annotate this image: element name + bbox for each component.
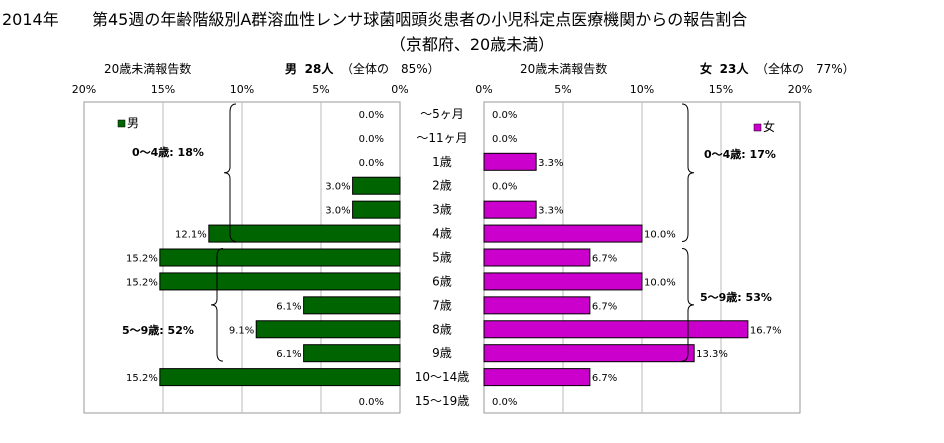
title-text: 第45週の年齢階級別A群溶血性レンサ球菌咽頭炎患者の小児科定点医療機関からの報告… <box>92 10 748 29</box>
female-axis-label: 20歳未満報告数 <box>520 62 608 76</box>
female-value-label: 3.3% <box>538 206 563 217</box>
category-label: 15～19歳 <box>415 394 470 408</box>
male-summary: 男 28人 （全体の 85%） <box>285 60 440 77</box>
male-bar <box>255 320 401 339</box>
male-tick-label: 5% <box>312 83 329 96</box>
female-summary-share: （全体の 77%） <box>756 62 855 76</box>
male-value-label: 6.1% <box>276 349 301 360</box>
male-bar <box>303 296 401 315</box>
female-tick-label: 15% <box>709 83 733 96</box>
male-bar <box>159 368 401 387</box>
category-label: 10～14歳 <box>415 370 470 384</box>
male-value-label: 15.2% <box>126 373 158 384</box>
female-tick-label: 5% <box>554 83 571 96</box>
male-value-label: 3.0% <box>325 182 350 193</box>
male-value-label: 6.1% <box>276 301 301 312</box>
category-label: 2歳 <box>432 179 452 193</box>
female-value-label: 0.0% <box>492 182 517 193</box>
female-summary-count: 23人 <box>719 62 749 76</box>
female-tick-label: 10% <box>630 83 654 96</box>
category-label: 3歳 <box>432 203 452 217</box>
female-value-label: 13.3% <box>696 349 728 360</box>
male-summary-share: （全体の 85%） <box>341 62 440 76</box>
category-label: 4歳 <box>432 227 452 241</box>
female-bar <box>483 344 695 363</box>
female-bar <box>483 224 643 243</box>
male-bar <box>352 176 401 195</box>
male-legend-swatch <box>117 119 126 128</box>
male-5-9-annotation: 5～9歳: 52% <box>122 323 194 337</box>
male-legend-label: 男 <box>127 116 139 130</box>
female-tick-label: 20% <box>788 83 812 96</box>
male-5-9-brace <box>210 248 224 362</box>
female-value-label: 0.0% <box>492 397 517 408</box>
male-value-label: 3.0% <box>325 206 350 217</box>
male-tick-label: 15% <box>151 83 175 96</box>
male-tick-label: 0% <box>391 83 408 96</box>
male-summary-sex: 男 <box>285 62 298 76</box>
female-5-9-annotation: 5～9歳: 53% <box>700 290 772 304</box>
male-tick-label: 20% <box>72 83 96 96</box>
male-value-label: 0.0% <box>359 397 384 408</box>
male-value-label: 0.0% <box>359 110 384 121</box>
female-tick-label: 0% <box>475 83 492 96</box>
female-bar <box>483 152 537 171</box>
male-0-4-brace <box>223 103 237 243</box>
male-value-label: 15.2% <box>126 277 158 288</box>
title-year: 2014年 <box>2 10 59 29</box>
female-5-9-brace <box>681 248 695 362</box>
female-bar <box>483 296 591 315</box>
female-0-4-annotation: 0～4歳: 17% <box>704 147 776 161</box>
male-bar <box>352 200 401 219</box>
male-bar <box>303 344 401 363</box>
male-tick-label: 10% <box>230 83 254 96</box>
female-value-label: 10.0% <box>644 230 676 241</box>
female-summary-sex: 女 <box>700 62 713 76</box>
male-summary-count: 28人 <box>304 62 334 76</box>
male-0-4-annotation: 0～4歳: 18% <box>132 145 204 159</box>
female-bar <box>483 320 749 339</box>
male-axis-label: 20歳未満報告数 <box>104 62 192 76</box>
female-0-4-brace <box>681 103 695 243</box>
female-bar <box>483 200 537 219</box>
category-label: 1歳 <box>432 155 452 169</box>
category-label: 5歳 <box>432 251 452 265</box>
male-value-label: 0.0% <box>359 158 384 169</box>
category-label: ～5ヶ月 <box>420 107 464 121</box>
female-bar <box>483 368 591 387</box>
category-label: 6歳 <box>432 274 452 288</box>
female-legend-label: 女 <box>763 119 775 134</box>
male-value-label: 15.2% <box>126 254 158 265</box>
female-value-label: 0.0% <box>492 110 517 121</box>
male-bar <box>159 248 401 267</box>
chart-subtitle: （京都府、20歳未満） <box>389 35 555 54</box>
female-value-label: 10.0% <box>644 277 676 288</box>
female-value-label: 6.7% <box>592 373 617 384</box>
female-value-label: 6.7% <box>592 254 617 265</box>
male-bar <box>159 272 401 291</box>
female-bar <box>483 272 643 291</box>
male-value-label: 0.0% <box>359 134 384 145</box>
female-summary: 女 23人 （全体の 77%） <box>700 60 855 77</box>
category-label: 9歳 <box>432 346 452 360</box>
category-label: 7歳 <box>432 298 452 312</box>
category-label: ～11ヶ月 <box>416 131 467 145</box>
female-value-label: 16.7% <box>750 325 782 336</box>
female-legend-swatch <box>753 123 762 132</box>
female-bar <box>483 248 591 267</box>
female-value-label: 6.7% <box>592 301 617 312</box>
female-value-label: 3.3% <box>538 158 563 169</box>
female-value-label: 0.0% <box>492 134 517 145</box>
male-bar <box>208 224 401 243</box>
male-value-label: 9.1% <box>229 325 254 336</box>
male-value-label: 12.1% <box>175 230 207 241</box>
category-label: 8歳 <box>432 322 452 336</box>
